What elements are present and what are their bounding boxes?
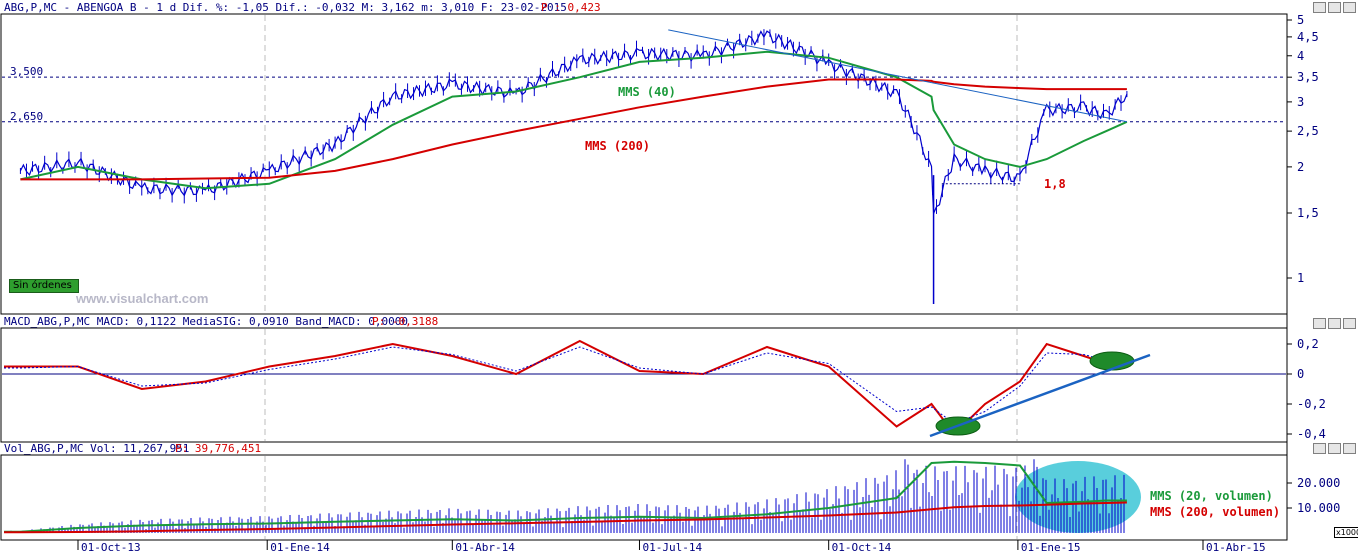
vol-mms200-annotation: MMS (200, volumen): [1150, 505, 1280, 519]
price-panel-frame: [0, 13, 1288, 315]
macd-highlight-ellipse-high: [1089, 351, 1135, 371]
level-label-3500: 3,500: [10, 65, 43, 78]
xtick-label: 01-Oct-14: [832, 541, 892, 554]
price-ytick-label: 5: [1297, 13, 1304, 27]
vol-close-button[interactable]: [1343, 443, 1356, 454]
level-label-2650: 2,650: [10, 110, 43, 123]
low-annotation: 1,8: [1044, 177, 1066, 191]
orders-badge-label: Sin órdenes: [13, 280, 72, 291]
macd-panel-frame: [0, 327, 1288, 443]
vol-mms20-annotation: MMS (20, volumen): [1150, 489, 1273, 503]
price-ytick-label: 4: [1297, 49, 1304, 63]
watermark: www.visualchart.com: [75, 291, 208, 306]
price-ytick-label: 1: [1297, 271, 1304, 285]
xtick-label: 01-Abr-14: [455, 541, 515, 554]
volume-series-mms20: [4, 460, 1127, 533]
price-series-cierre: [19, 30, 1128, 214]
macd-plot: [2, 339, 1286, 438]
price-series-mms200: [20, 78, 1127, 181]
macd-minimize-button[interactable]: [1313, 318, 1326, 329]
price-trendline: [668, 29, 1128, 123]
macd-ytick-label: -0,4: [1297, 427, 1326, 441]
price-ytick-label: 4,5: [1297, 30, 1319, 44]
xtick-label: 01-Abr-15: [1206, 541, 1266, 554]
macd-ytick-label: 0: [1297, 367, 1304, 381]
macd-title-p: P: -0,3188: [372, 315, 438, 328]
chart-title: ABG,P,MC - ABENGOA B - 1 d Dif. %: -1,05…: [4, 1, 567, 14]
orders-badge[interactable]: Sin órdenes: [9, 279, 79, 293]
price-ytick-label: 2: [1297, 160, 1304, 174]
macd-title: MACD_ABG,P,MC MACD: 0,1122 MediaSIG: 0,0…: [4, 315, 408, 328]
macd-series-signal: [4, 346, 1127, 425]
vol-minimize-button[interactable]: [1313, 443, 1326, 454]
macd-maximize-button[interactable]: [1328, 318, 1341, 329]
macd-trendline: [929, 353, 1151, 438]
xtick-label: 01-Jul-14: [642, 541, 702, 554]
vol-ytick-label: 10.000: [1297, 501, 1340, 515]
price-maximize-button[interactable]: [1328, 2, 1341, 13]
vol-title: Vol_ABG,P,MC Vol: 11,267,951: [4, 442, 189, 455]
vol-unit-label: x1000: [1334, 527, 1358, 538]
chart-title-p: P : 0,423: [541, 1, 601, 14]
price-close-button[interactable]: [1343, 2, 1356, 13]
price-plot: [2, 29, 1286, 305]
xtick-label: 01-Oct-13: [81, 541, 141, 554]
mms200-annotation: MMS (200): [585, 139, 650, 153]
volume-series-mms200: [4, 501, 1127, 534]
macd-close-button[interactable]: [1343, 318, 1356, 329]
price-ytick-label: 1,5: [1297, 206, 1319, 220]
price-ytick-label: 3,5: [1297, 70, 1319, 84]
xtick-label: 01-Ene-14: [270, 541, 330, 554]
xtick-label: 01-Ene-15: [1021, 541, 1081, 554]
vol-maximize-button[interactable]: [1328, 443, 1341, 454]
volume-plot: [4, 459, 1141, 534]
axes: 5 4,5 4 3,5 3 2,5 2 1,5 1 0,2 0 -0,2 -0,4 20.000 10.00…: [77, 13, 1340, 554]
price-series-mms40: [20, 50, 1128, 190]
mms40-annotation: MMS (40): [618, 85, 676, 99]
price-ytick-label: 2,5: [1297, 124, 1319, 138]
vol-title-p: P: 39,776,451: [175, 442, 261, 455]
macd-ytick-label: -0,2: [1297, 397, 1326, 411]
price-minimize-button[interactable]: [1313, 2, 1326, 13]
macd-ytick-label: 0,2: [1297, 337, 1319, 351]
macd-series-macd: [4, 339, 1128, 436]
price-ytick-label: 3: [1297, 95, 1304, 109]
vol-ytick-label: 20.000: [1297, 476, 1340, 490]
